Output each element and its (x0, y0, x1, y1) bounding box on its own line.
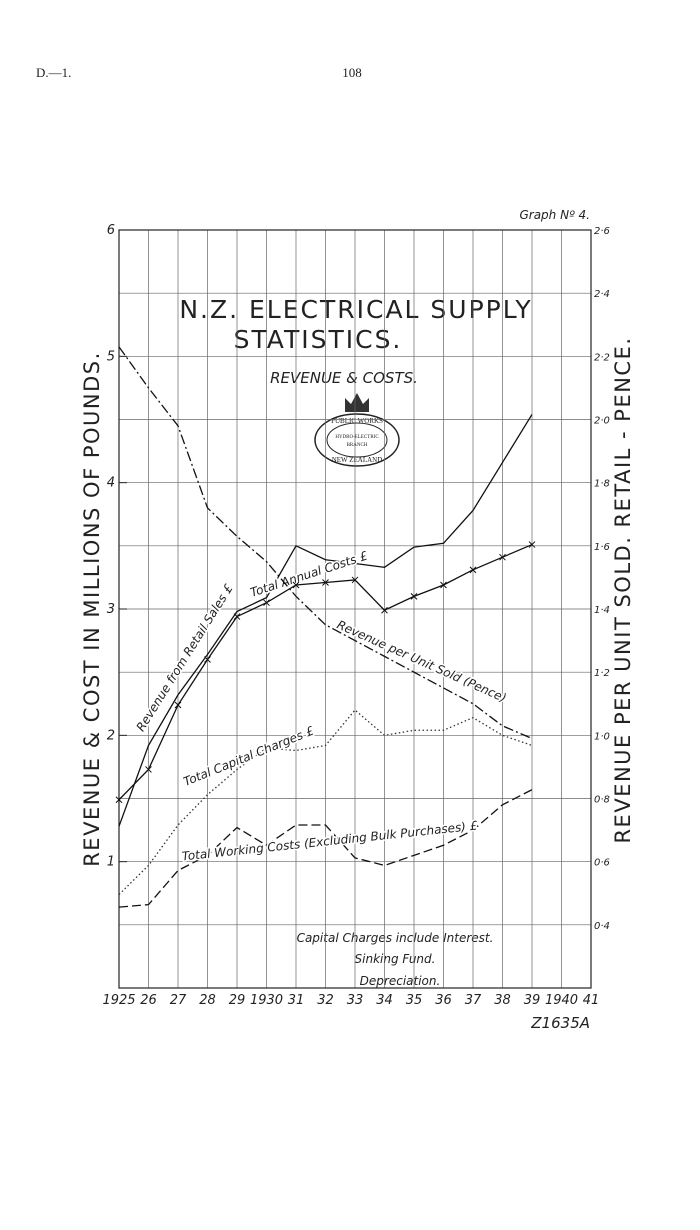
note: Sinking Fund. (355, 952, 436, 966)
series-label: Revenue per Unit Sold (Pence) (335, 618, 509, 706)
series-marker (440, 581, 447, 589)
x-tick-label: 29 (229, 993, 246, 1008)
graph-label: Graph Nº 4. (519, 208, 590, 222)
series-marker (145, 766, 152, 773)
stamp-text: BRANCH (347, 443, 368, 448)
note: Capital Charges include Interest. (297, 931, 494, 945)
series-line (118, 709, 533, 895)
x-tick-label: 39 (524, 993, 541, 1008)
stamp-inner (326, 422, 388, 458)
grid (118, 229, 592, 988)
series-marker (233, 613, 241, 620)
y2-tick-label: 0·4 (594, 921, 610, 932)
series-marker (292, 581, 300, 589)
x-tick-label: 36 (435, 993, 452, 1008)
y-tick-label: 4 (107, 476, 115, 491)
series-line (118, 789, 533, 908)
series-marker (322, 579, 329, 586)
y-tick-label: 3 (107, 602, 115, 617)
series-marker (115, 796, 123, 804)
crown (345, 393, 369, 412)
y2-tick-label: 2·2 (594, 352, 610, 363)
y2-tick-label: 2·4 (594, 289, 610, 300)
y2-tick-label: 1·4 (594, 605, 610, 616)
stamp-text: HYDRO-ELECTRIC (335, 435, 379, 440)
y2-tick-label: 0·8 (594, 795, 610, 806)
series-marker (528, 541, 536, 548)
x-tick-label: 34 (376, 993, 393, 1008)
series-marker (351, 576, 359, 584)
x-tick-label: 1940 (545, 993, 578, 1008)
y2-tick-label: 1·0 (594, 731, 610, 742)
y2-tick-label: 2·6 (594, 226, 610, 237)
series-marker (263, 599, 270, 607)
x-tick-label: 1930 (250, 993, 283, 1008)
series-line (118, 414, 533, 827)
x-tick-label: 37 (465, 993, 482, 1008)
chart-title-line2: STATISTICS. (234, 325, 403, 354)
series-marker (174, 701, 182, 709)
chart-subtitle: REVENUE & COSTS. (270, 369, 418, 387)
series-label: Total Working Costs (Excluding Bulk Purc… (181, 819, 478, 864)
y-tick-label: 6 (107, 223, 115, 238)
page-number: 108 (342, 65, 362, 80)
y2-tick-label: 0·6 (594, 858, 610, 869)
y2-tick-label: 1·6 (594, 542, 610, 553)
stamp-text: PUBLIC WORKS (331, 417, 383, 425)
x-tick-label: 27 (170, 993, 187, 1008)
x-tick-label: 38 (494, 993, 511, 1008)
y2-axis-label: REVENUE PER UNIT SOLD. RETAIL - PENCE. (611, 336, 635, 843)
y-tick-label: 5 (107, 349, 115, 364)
series-marker (499, 553, 506, 561)
reference: Z1635A (530, 1014, 590, 1032)
x-tick-label: 32 (317, 993, 334, 1008)
y2-tick-label: 1·8 (594, 479, 610, 490)
stamp: PUBLIC WORKS HYDRO-ELECTRIC BRANCH NEW Z… (314, 393, 400, 467)
y-axis-label: REVENUE & COST IN MILLIONS OF POUNDS. (80, 351, 104, 867)
note: Depreciation. (360, 974, 441, 988)
x-tick-label: 26 (140, 993, 157, 1008)
header-left: D.—1. (36, 65, 71, 80)
x-tick-label: 1925 (102, 993, 135, 1008)
series-marker (204, 656, 211, 663)
y-tick-label: 2 (107, 728, 115, 743)
x-tick-label: 33 (347, 993, 364, 1008)
chart-title: N.Z. ELECTRICAL SUPPLY (179, 295, 532, 324)
y2-tick-label: 1·2 (594, 668, 610, 679)
series-marker (410, 593, 418, 600)
series-line (118, 346, 533, 740)
stamp-text: NEW ZEALAND (332, 456, 383, 464)
y-tick-label: 1 (107, 855, 115, 870)
series-marker (469, 566, 477, 574)
x-tick-label: 28 (199, 993, 216, 1008)
x-tick-label: 41 (583, 993, 600, 1008)
stamp-outer (314, 413, 400, 467)
y2-tick-label: 2·0 (594, 416, 610, 427)
series-marker (381, 606, 388, 614)
series-label: Revenue from Retail Sales £ (134, 582, 236, 734)
x-tick-label: 31 (288, 993, 305, 1008)
x-tick-label: 35 (406, 993, 423, 1008)
